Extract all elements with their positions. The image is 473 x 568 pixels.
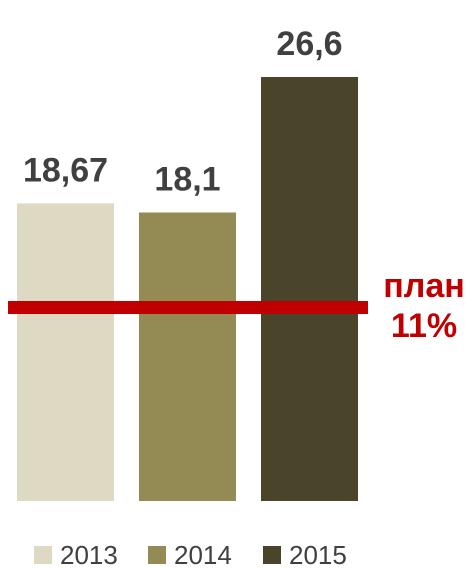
value-label-2014: 18,1 (154, 160, 220, 198)
bar-2014 (139, 212, 236, 501)
legend-label-2015: 2015 (289, 540, 347, 568)
bar-2015 (261, 76, 358, 501)
legend-label-2013: 2013 (60, 540, 118, 568)
legend: 2013 2014 2015 (34, 540, 347, 568)
value-label-2013: 18,67 (23, 151, 108, 189)
legend-swatch-2013 (34, 546, 52, 564)
value-label-2015: 26,6 (276, 25, 342, 63)
bars-group (17, 76, 358, 501)
legend-swatch-2014 (148, 546, 166, 564)
plan-line (8, 301, 368, 314)
legend-swatch-2015 (263, 546, 281, 564)
plan-label-line1: план (383, 267, 465, 305)
value-labels-group: 18,67 18,1 26,6 (23, 25, 343, 198)
plan-label-line2: 11% (391, 307, 457, 345)
legend-label-2014: 2014 (174, 540, 232, 568)
bar-2013 (17, 203, 114, 501)
